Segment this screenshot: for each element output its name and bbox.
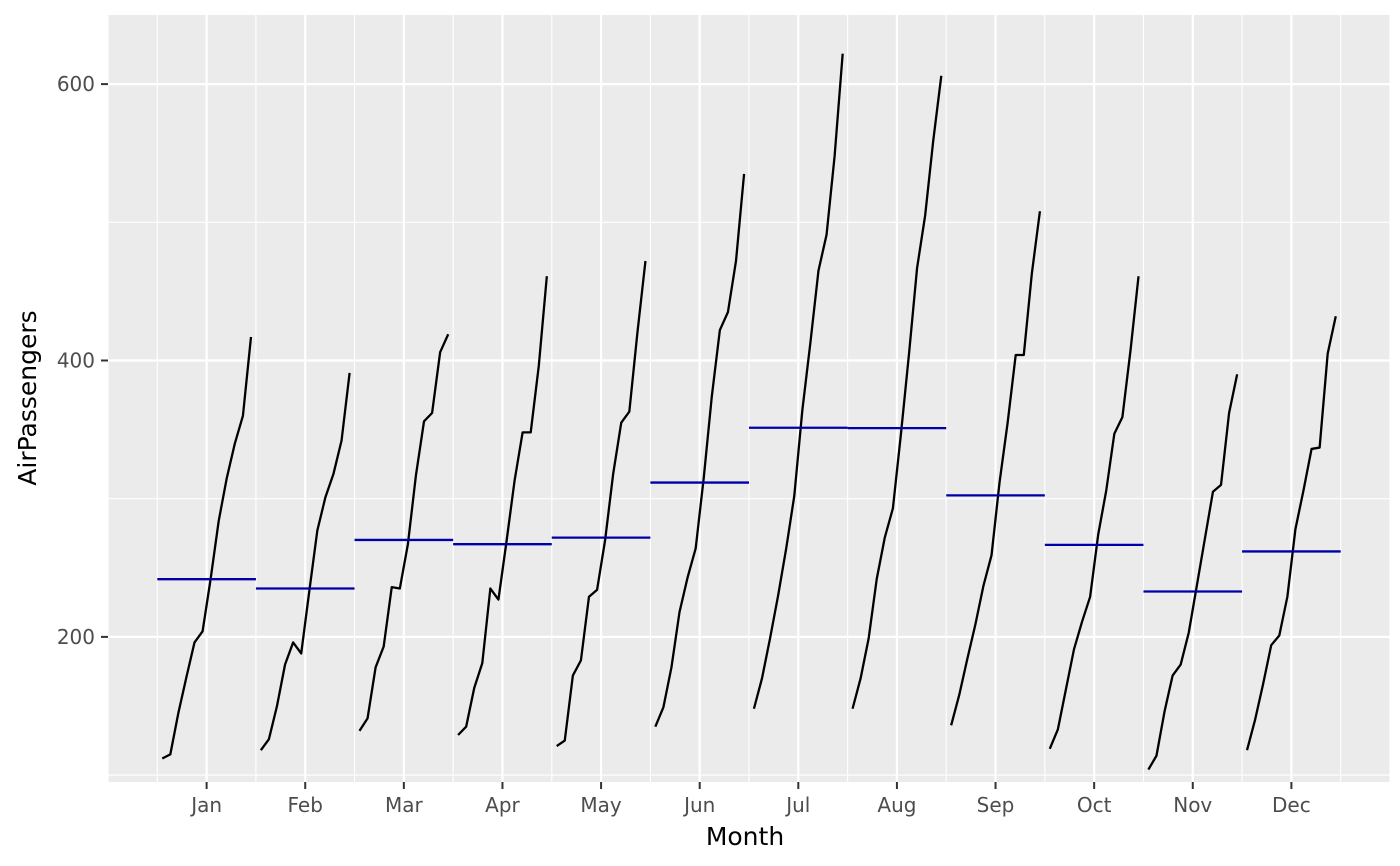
x-tick-label: May (580, 793, 622, 817)
x-tick-label: Jul (784, 793, 810, 817)
x-tick-label: Nov (1173, 793, 1212, 817)
x-tick-label: Mar (385, 793, 424, 817)
y-tick-label: 600 (57, 72, 95, 96)
subseries-line-aug (851, 75, 943, 710)
x-tick-label: Oct (1077, 793, 1112, 817)
y-axis-ticks: 200 400 600 (57, 72, 108, 649)
subseries-line-oct (1048, 276, 1140, 750)
month-subseries-lines (161, 53, 1337, 771)
month-mean-lines (157, 426, 1341, 593)
subseries-line-dec (1245, 316, 1337, 751)
x-tick-label: Jan (189, 793, 222, 817)
subseries-line-may (556, 260, 647, 748)
subseries-line-apr (457, 276, 548, 736)
subseries-line-feb (259, 372, 351, 751)
y-tick-label: 400 (57, 348, 95, 372)
subseries-line-jan (161, 336, 253, 760)
subseries-line-sep (950, 211, 1042, 726)
subseries-line-nov (1147, 374, 1239, 771)
x-axis-title: Month (706, 822, 784, 851)
x-tick-label: Jun (682, 793, 715, 817)
y-tick-label: 200 (57, 625, 95, 649)
x-tick-label: Apr (485, 793, 520, 817)
subseries-line-jun (654, 173, 746, 728)
minor-gridlines (107, 15, 1391, 782)
x-tick-label: Sep (977, 793, 1015, 817)
major-gridlines (108, 15, 1390, 782)
x-tick-label: Dec (1272, 793, 1311, 817)
x-tick-label: Aug (877, 793, 916, 817)
subseries-line-mar (358, 333, 450, 732)
x-axis-ticks: Jan Feb Mar Apr May Jun Jul Aug Sep Oct Nov Dec (189, 782, 1311, 817)
y-axis-title: AirPassengers (13, 310, 42, 485)
subseries-line-jul (752, 53, 844, 710)
x-tick-label: Feb (288, 793, 323, 817)
